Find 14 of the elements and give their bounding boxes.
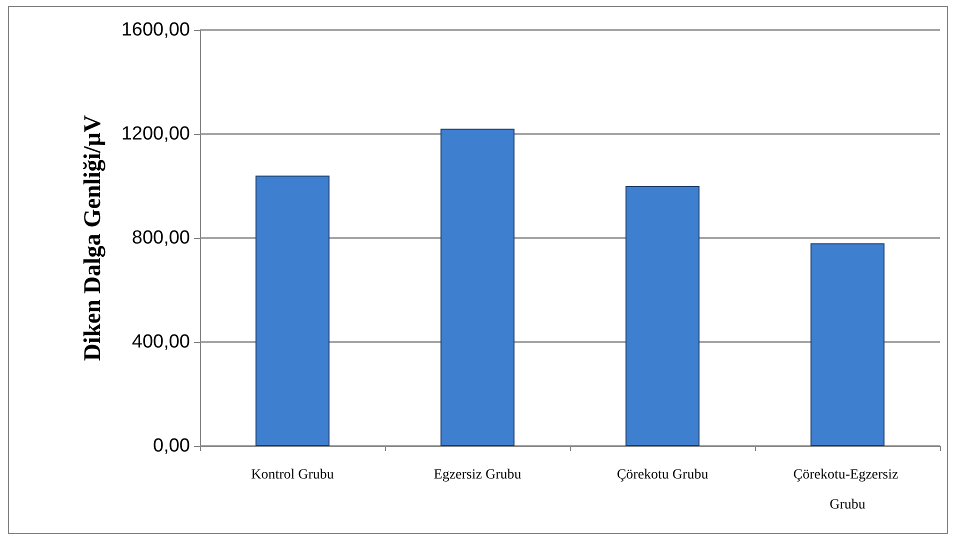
x-tick-label: Çörekotu Grubu	[616, 468, 708, 482]
x-tick-label: Çörekotu-Egzersiz Grubu	[793, 468, 902, 512]
y-tick-label: 0,00	[153, 436, 190, 456]
bar	[626, 186, 700, 446]
bar	[440, 128, 514, 446]
bar	[256, 176, 330, 446]
y-tick-label: 800,00	[132, 228, 190, 248]
x-tick-label: Kontrol Grubu	[251, 468, 334, 482]
bar	[810, 243, 884, 446]
y-tick-label: 1200,00	[121, 124, 190, 144]
y-tick-label: 400,00	[132, 332, 190, 352]
x-tick-label: Egzersiz Grubu	[434, 468, 522, 482]
y-tick-label: 1600,00	[121, 20, 190, 40]
y-axis-title: Diken Dalga Genliği/µV	[80, 114, 106, 361]
